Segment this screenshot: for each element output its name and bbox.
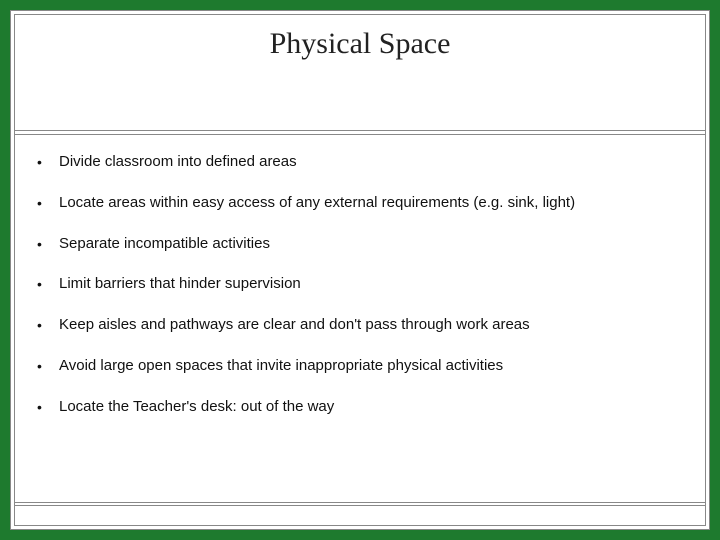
content-region: • Divide classroom into defined areas • … — [15, 135, 705, 525]
list-item: • Locate the Teacher's desk: out of the … — [37, 398, 677, 417]
bullet-icon: • — [37, 194, 59, 212]
bullet-icon: • — [37, 235, 59, 253]
bullet-list: • Divide classroom into defined areas • … — [37, 153, 677, 416]
bullet-text: Avoid large open spaces that invite inap… — [59, 357, 503, 376]
bullet-text: Locate the Teacher's desk: out of the wa… — [59, 398, 334, 417]
bullet-text: Divide classroom into defined areas — [59, 153, 297, 172]
list-item: • Keep aisles and pathways are clear and… — [37, 316, 677, 335]
slide-outer-frame: Physical Space • Divide classroom into d… — [10, 10, 710, 530]
list-item: • Limit barriers that hinder supervision — [37, 275, 677, 294]
bullet-icon: • — [37, 275, 59, 293]
list-item: • Locate areas within easy access of any… — [37, 194, 677, 213]
bullet-icon: • — [37, 316, 59, 334]
slide-inner-frame: Physical Space • Divide classroom into d… — [14, 14, 706, 526]
slide-title: Physical Space — [270, 27, 451, 61]
bullet-icon: • — [37, 398, 59, 416]
bullet-text: Separate incompatible activities — [59, 235, 270, 254]
list-item: • Separate incompatible activities — [37, 235, 677, 254]
bullet-icon: • — [37, 357, 59, 375]
bullet-text: Limit barriers that hinder supervision — [59, 275, 301, 294]
bullet-text: Keep aisles and pathways are clear and d… — [59, 316, 530, 335]
footer-divider — [15, 502, 705, 503]
bullet-text: Locate areas within easy access of any e… — [59, 194, 575, 213]
list-item: • Avoid large open spaces that invite in… — [37, 357, 677, 376]
bullet-icon: • — [37, 153, 59, 171]
title-region: Physical Space — [15, 15, 705, 135]
list-item: • Divide classroom into defined areas — [37, 153, 677, 172]
